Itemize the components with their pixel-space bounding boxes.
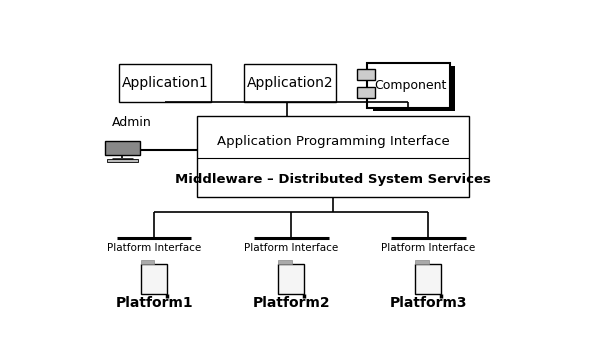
Bar [142, 260, 154, 264]
Text: Application Programming Interface: Application Programming Interface [217, 135, 450, 148]
Text: Application2: Application2 [247, 76, 334, 90]
Text: Component: Component [375, 79, 447, 92]
Text: Platform Interface: Platform Interface [381, 243, 476, 253]
Bar [142, 264, 167, 294]
Text: Platform2: Platform2 [253, 296, 330, 310]
Bar [278, 264, 304, 294]
Bar [357, 88, 375, 98]
Bar [367, 63, 450, 108]
Bar [105, 141, 140, 155]
Bar [357, 70, 375, 80]
Text: Platform3: Platform3 [390, 296, 467, 310]
Text: Middleware – Distributed System Services: Middleware – Distributed System Services [175, 173, 491, 186]
Text: Admin: Admin [112, 116, 151, 129]
Bar [119, 64, 211, 102]
Text: Application1: Application1 [121, 76, 208, 90]
Text: Platform1: Platform1 [115, 296, 193, 310]
Bar [244, 64, 336, 102]
Bar [415, 260, 429, 264]
Bar [415, 264, 442, 294]
Bar [373, 66, 456, 111]
Text: Platform Interface: Platform Interface [244, 243, 339, 253]
Bar [107, 159, 138, 162]
Bar [278, 260, 292, 264]
Text: Platform Interface: Platform Interface [107, 243, 201, 253]
Bar [197, 116, 468, 197]
